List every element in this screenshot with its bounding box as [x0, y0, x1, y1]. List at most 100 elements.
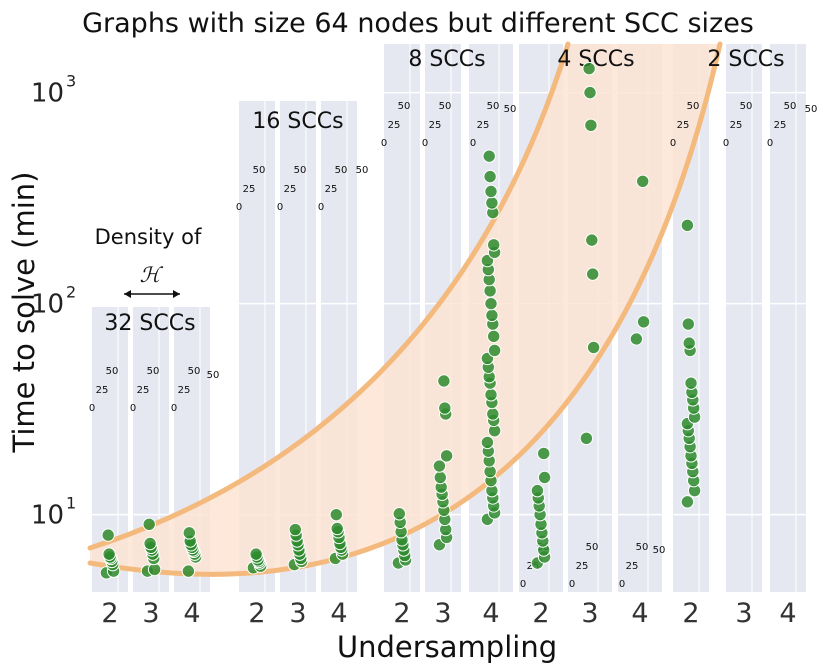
- point-4-3-4: [585, 233, 599, 247]
- x-axis-label: Undersampling: [337, 630, 557, 664]
- x-tick-5-4: 4: [779, 598, 796, 629]
- point-4-2-12: [537, 446, 551, 461]
- density-label-4-2-0: 0: [520, 579, 526, 590]
- density-label-2-4-0: 0: [318, 202, 324, 213]
- density-label-4-4-25: 25: [626, 561, 639, 572]
- group-label-5: 2 SCCs: [707, 47, 784, 72]
- density-label-extra-2: 50: [356, 165, 369, 176]
- density-labels-layer: 0255002550025500255002550025500255002550…: [89, 101, 818, 590]
- x-tick-3-3: 3: [434, 598, 451, 629]
- x-tick-1-4: 4: [183, 598, 200, 629]
- density-label-3-2-0: 0: [381, 138, 387, 149]
- y-tick-exp-10-1: 1: [66, 494, 76, 513]
- point-3-4-33: [484, 184, 498, 199]
- points-layer: [99, 61, 702, 580]
- point-4-4-3: [636, 174, 650, 188]
- density-label-5-2-50: 50: [687, 101, 700, 112]
- point-4-3-6: [583, 85, 597, 100]
- density-label-1-4-0: 0: [171, 403, 177, 414]
- point-3-4-30: [487, 238, 501, 252]
- x-tick-1-2: 2: [101, 598, 118, 629]
- chart-title: Graphs with size 64 nodes but different …: [82, 8, 754, 39]
- density-label-2-4-25: 25: [325, 184, 338, 195]
- density-label-5-2-0: 0: [670, 138, 676, 149]
- density-bar-5-3: [726, 44, 762, 592]
- density-annotation: Density of ℋ: [95, 225, 202, 298]
- density-label-3-2-50: 50: [398, 101, 411, 112]
- point-4-4-1: [629, 332, 644, 346]
- group-label-4: 4 SCCs: [557, 47, 634, 72]
- point-4-2-11: [537, 470, 552, 485]
- density-label-1-4-25: 25: [178, 385, 191, 396]
- point-4-3-1: [579, 431, 594, 446]
- point-4-3-5: [584, 118, 598, 133]
- point-3-3-14: [437, 374, 451, 388]
- density-label-1-3-50: 50: [147, 366, 160, 377]
- density-label-4-3-50: 50: [586, 542, 599, 553]
- density-label-1-3-25: 25: [137, 385, 150, 396]
- x-tick-4-3: 3: [581, 598, 598, 629]
- y-tick-10-3: 10: [31, 79, 64, 109]
- x-tick-3-2: 2: [393, 598, 410, 629]
- point-3-4-32: [485, 196, 499, 210]
- density-label-4-3-25: 25: [576, 561, 589, 572]
- trend-band-upper-edge: [87, 41, 571, 551]
- point-1-3-8: [142, 517, 156, 532]
- point-3-3-13: [438, 401, 452, 415]
- x-tick-2-3: 3: [289, 598, 306, 629]
- density-label-5-4-50: 50: [784, 101, 797, 112]
- y-tick-exp-10-2: 2: [66, 283, 76, 302]
- density-label-extra-5: 50: [805, 104, 818, 115]
- group-labels-layer: 32 SCCs 16 SCCs 8 SCCs 4 SCCs 2 SCCs: [104, 47, 784, 336]
- x-tick-5-3: 3: [735, 598, 752, 629]
- density-label-3-4-50: 50: [487, 101, 500, 112]
- point-2-4-9: [329, 507, 343, 522]
- point-2-4-8: [330, 521, 344, 536]
- density-label-3-3-0: 0: [422, 138, 428, 149]
- density-label-3-3-25: 25: [429, 120, 442, 131]
- density-label-2-2-50: 50: [253, 165, 266, 176]
- axes-layer: 10 110 210 32 3 4 2 3 4 2 3 4 2 3 4 2 3 4: [31, 72, 797, 629]
- point-3-4-10: [480, 435, 495, 450]
- point-1-4-9: [182, 526, 197, 540]
- density-label-5-4-25: 25: [774, 120, 787, 131]
- point-1-3-7: [143, 536, 157, 551]
- point-5-2-1: [680, 495, 695, 509]
- density-label-4-4-0: 0: [619, 579, 625, 590]
- point-3-3-10: [432, 459, 447, 473]
- point-4-3-7: [582, 61, 596, 76]
- density-label-3-3-50: 50: [439, 101, 452, 112]
- point-3-4-21: [487, 329, 501, 344]
- density-label-2-3-0: 0: [277, 202, 283, 213]
- density-label-4-3-0: 0: [569, 579, 575, 590]
- density-bar-5-4: [770, 44, 806, 592]
- x-tick-1-3: 3: [142, 598, 159, 629]
- density-label-1-4-50: 50: [188, 366, 201, 377]
- density-label-2-2-0: 0: [236, 202, 242, 213]
- density-label-1-2-0: 0: [89, 403, 95, 414]
- y-tick-exp-10-3: 3: [66, 72, 76, 91]
- density-label-extra-1: 50: [207, 370, 220, 381]
- density-label-5-3-0: 0: [723, 138, 729, 149]
- point-2-3-9: [288, 522, 302, 537]
- point-4-3-2: [586, 340, 601, 355]
- density-label-3-4-0: 0: [470, 138, 476, 149]
- point-5-2-19: [680, 218, 695, 233]
- group-label-2: 16 SCCs: [252, 109, 343, 134]
- density-label-extra-4: 50: [653, 545, 666, 556]
- y-tick-10-2: 10: [31, 290, 64, 320]
- density-label-2-4-50: 50: [335, 165, 348, 176]
- x-tick-4-2: 2: [532, 598, 549, 629]
- point-1-4-1: [181, 564, 196, 578]
- x-tick-3-4: 4: [482, 598, 499, 629]
- point-3-4-13: [486, 407, 500, 421]
- point-5-2-17: [682, 336, 696, 350]
- density-label-3-2-25: 25: [388, 120, 401, 131]
- point-3-4-35: [482, 149, 496, 163]
- density-label-1-3-0: 0: [130, 403, 136, 414]
- x-tick-5-2: 2: [682, 598, 699, 629]
- density-label-4-4-50: 50: [636, 542, 649, 553]
- point-3-4-15: [484, 388, 498, 402]
- point-3-4-20: [487, 343, 502, 358]
